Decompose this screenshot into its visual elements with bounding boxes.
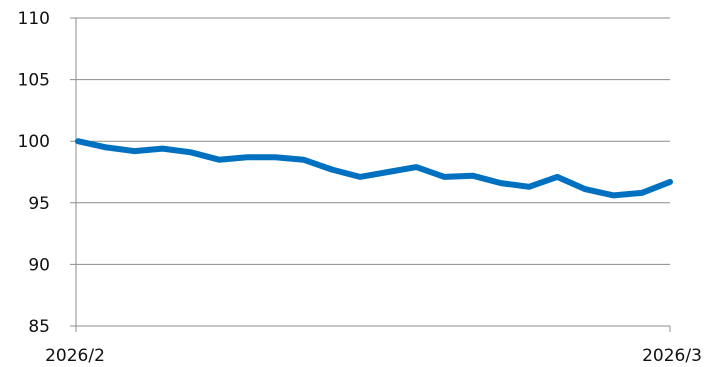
x-tick-labels: 2026/2 2026/3 bbox=[45, 346, 702, 366]
series-layer bbox=[75, 138, 673, 199]
y-tick-label: 105 bbox=[18, 71, 50, 91]
axes bbox=[75, 18, 671, 332]
y-tick-label: 95 bbox=[28, 194, 50, 214]
y-tick-label: 110 bbox=[18, 9, 50, 29]
x-tick-label: 2026/3 bbox=[642, 346, 702, 366]
y-tick-labels: 85 90 95 100 105 110 bbox=[18, 9, 50, 337]
y-tick-label: 85 bbox=[28, 317, 50, 337]
series-line-0 bbox=[75, 138, 673, 199]
gridlines bbox=[70, 17, 670, 327]
y-tick-label: 100 bbox=[18, 132, 50, 152]
x-tick-label: 2026/2 bbox=[45, 346, 105, 366]
y-tick-label: 90 bbox=[28, 255, 50, 275]
